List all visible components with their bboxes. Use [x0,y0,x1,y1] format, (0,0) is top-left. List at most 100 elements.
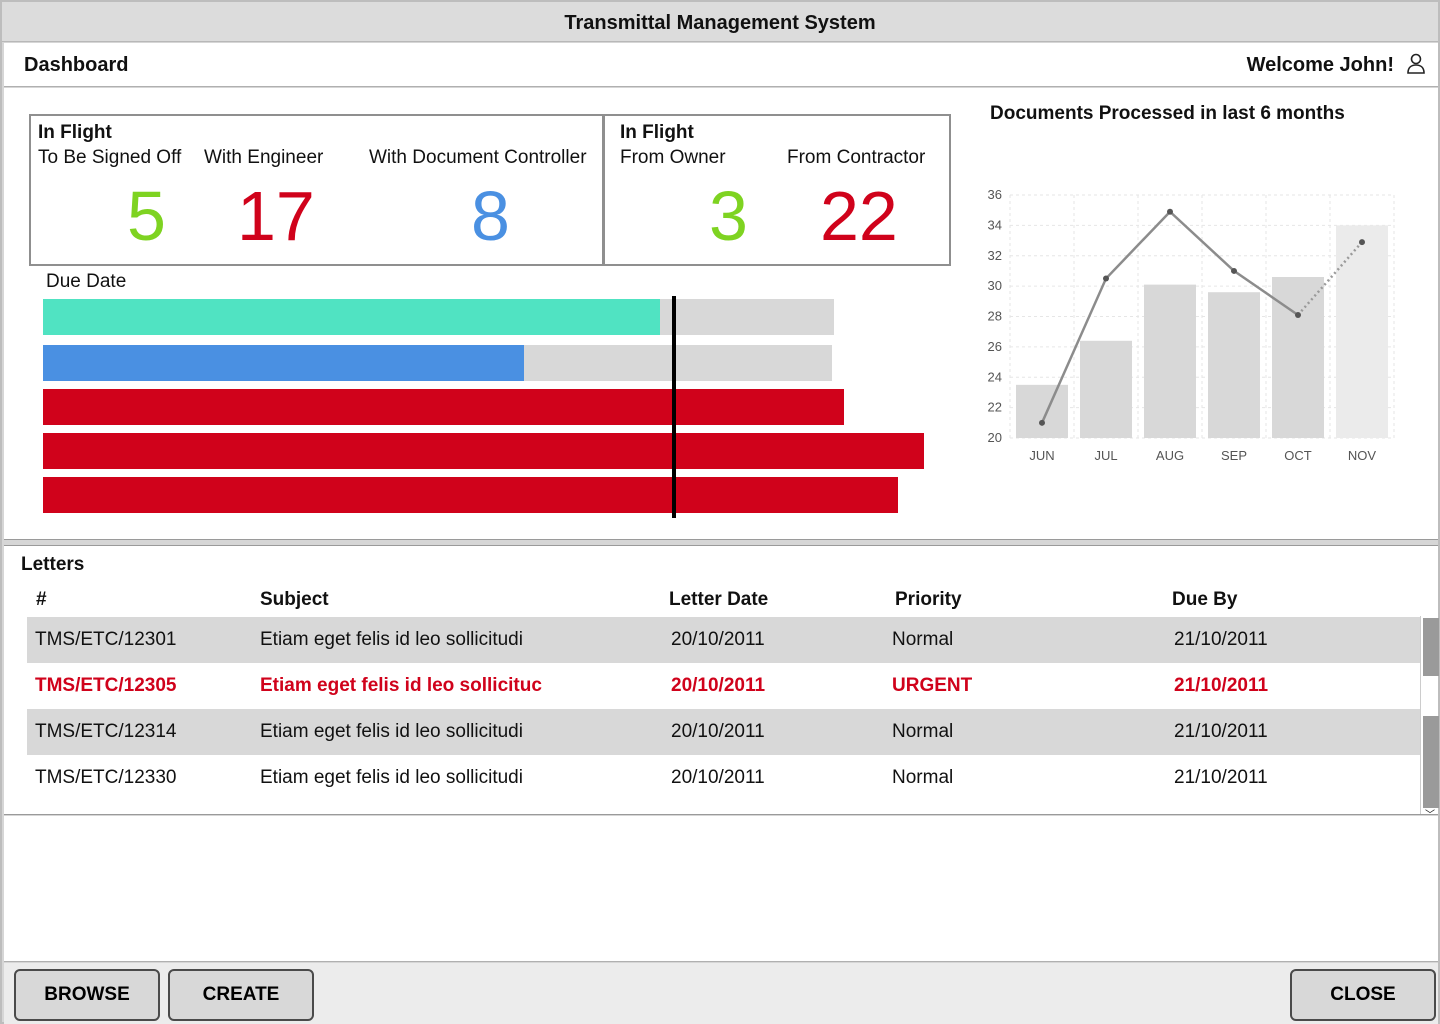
table-row[interactable]: TMS/ETC/12314 Etiam eget felis id leo so… [27,709,1420,755]
letter-subject: Etiam eget felis id leo sollicitudi [260,629,523,650]
create-button[interactable]: CREATE [168,969,314,1021]
scrollbar-track-segment[interactable] [1423,716,1439,808]
kpi-box-in-flight-external: In Flight From Owner From Contractor 3 2… [603,114,951,266]
due-date-bar-1[interactable] [43,299,834,335]
footer-toolbar: BROWSE CREATE CLOSE [4,963,1438,1024]
kpi-title: In Flight [38,122,112,143]
kpi-label-with-engineer: With Engineer [204,147,324,168]
browse-button[interactable]: BROWSE [14,969,160,1021]
kpi-value-to-be-signed-off[interactable]: 5 [127,177,166,255]
letters-scrollbar[interactable]: ︿ ﹀ [1420,614,1439,821]
letter-subject: Etiam eget felis id leo sollicitudi [260,721,523,742]
due-date-bar-4[interactable] [43,433,924,469]
chart-point [1167,208,1173,215]
letter-due-by: 21/10/2011 [1174,675,1269,696]
letters-panel: Letters # Subject Letter Date Priority D… [4,545,1439,821]
letter-id: TMS/ETC/12305 [35,675,177,696]
chart-point [1295,311,1301,318]
letter-priority: URGENT [892,675,973,696]
kpi-label-from-contractor: From Contractor [787,147,926,168]
kpi-title: In Flight [620,122,694,143]
chart-bar [1016,384,1068,438]
chart-bar [1080,340,1132,438]
letter-priority: Normal [892,721,954,742]
chart-y-tick: 36 [988,187,1002,202]
letter-due-by: 21/10/2011 [1174,629,1268,650]
chart-x-tick: SEP [1221,448,1247,463]
letters-title: Letters [21,554,85,575]
due-date-bar-fill [43,389,844,425]
letter-date: 20/10/2011 [671,675,766,696]
column-header-due-by[interactable]: Due By [1172,589,1238,610]
chart-point [1231,267,1237,274]
user-icon[interactable] [1406,53,1426,75]
chart-point [1359,239,1365,246]
column-header-letter-date[interactable]: Letter Date [669,589,769,610]
due-date-bar-2[interactable] [43,345,832,381]
chart-y-tick: 32 [988,248,1002,263]
welcome-text: Welcome John! [1246,54,1394,76]
column-header-number[interactable]: # [36,589,47,610]
kpi-value-from-contractor[interactable]: 22 [820,177,898,255]
due-date-label: Due Date [46,271,127,292]
kpi-box-in-flight-internal: In Flight To Be Signed Off With Engineer… [29,114,604,266]
chart-y-tick: 26 [988,339,1002,354]
documents-processed-chart: 20 22 24 26 28 30 32 34 36 JUN JUL AUG SEP OCT NOV [988,187,1395,463]
chart-bar [1144,284,1196,438]
due-date-bar-5[interactable] [43,477,898,513]
letter-due-by: 21/10/2011 [1174,767,1268,788]
chart-x-tick: JUL [1094,448,1117,463]
chart-point [1039,419,1045,426]
chart-y-tick: 22 [988,400,1002,415]
scrollbar-thumb[interactable] [1423,618,1439,676]
chart-bar [1208,292,1260,438]
chart-y-tick: 24 [988,369,1002,384]
page-title: Dashboard [24,54,129,76]
close-button[interactable]: CLOSE [1290,969,1436,1021]
due-date-bar-fill [43,345,525,381]
due-date-bar-fill [43,299,660,335]
scroll-down-icon[interactable]: ﹀ [1421,806,1439,821]
table-row[interactable]: TMS/ETC/12305 Etiam eget felis id leo so… [27,663,1420,709]
chart-title: Documents Processed in last 6 months [990,103,1345,124]
chart-x-tick: JUN [1029,448,1054,463]
today-marker [672,296,676,518]
chart-y-tick: 20 [988,430,1002,445]
letter-date: 20/10/2011 [671,721,765,742]
letter-subject: Etiam eget felis id leo sollicituc [260,675,542,696]
kpi-value-from-owner[interactable]: 3 [709,177,748,255]
due-date-bar-3[interactable] [43,389,844,425]
letter-id: TMS/ETC/12330 [35,767,177,788]
table-row[interactable]: TMS/ETC/12330 Etiam eget felis id leo so… [27,755,1420,801]
kpi-value-with-engineer[interactable]: 17 [237,177,315,255]
letter-priority: Normal [892,629,954,650]
chart-x-tick: AUG [1156,448,1184,463]
column-header-subject[interactable]: Subject [260,589,329,610]
letter-id: TMS/ETC/12314 [35,721,177,742]
letter-date: 20/10/2011 [671,767,765,788]
letter-id: TMS/ETC/12301 [35,629,177,650]
column-header-priority[interactable]: Priority [895,589,962,610]
letter-due-by: 21/10/2011 [1174,721,1268,742]
kpi-label-with-document-controller: With Document Controller [369,147,587,168]
chart-y-tick: 30 [988,278,1002,293]
chart-bar [1336,225,1388,438]
chart-point [1103,275,1109,282]
due-date-bar-fill [43,477,898,513]
letter-subject: Etiam eget felis id leo sollicitudi [260,767,523,788]
letter-priority: Normal [892,767,954,788]
kpi-value-with-document-controller[interactable]: 8 [471,177,510,255]
due-date-bar-fill [43,433,924,469]
chart-y-tick: 34 [988,217,1002,232]
letter-date: 20/10/2011 [671,629,765,650]
header-bar: Dashboard Welcome John! [4,43,1438,87]
kpi-label-to-be-signed-off: To Be Signed Off [38,147,182,168]
chart-line-projection [1297,241,1363,316]
kpi-label-from-owner: From Owner [620,147,726,168]
table-row[interactable]: TMS/ETC/12301 Etiam eget felis id leo so… [27,617,1420,663]
chart-x-tick: NOV [1348,448,1377,463]
chart-y-tick: 28 [988,309,1002,324]
content-area [4,816,1438,962]
dashboard-panel: In Flight To Be Signed Off With Engineer… [4,88,1438,540]
